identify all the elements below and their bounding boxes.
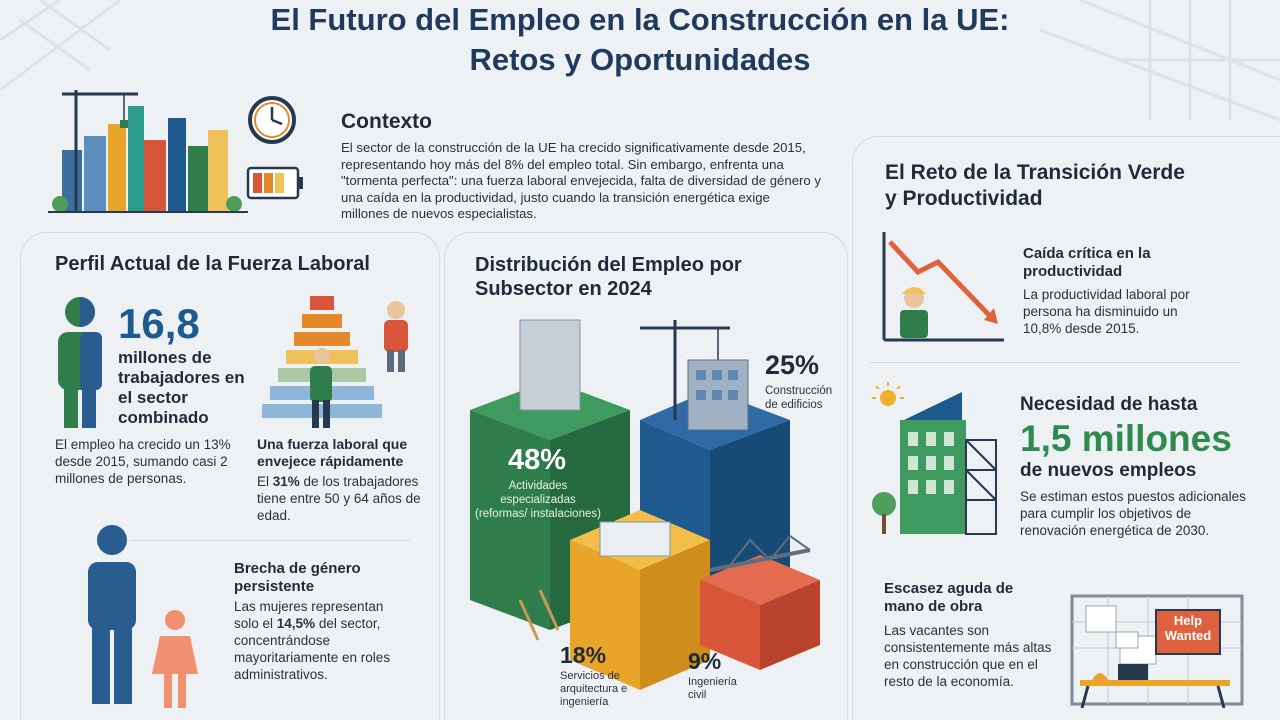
green-panel (852, 136, 1280, 720)
segment-25-label: Construcción de edificios (765, 385, 833, 411)
empty-desk-icon (1070, 594, 1244, 708)
sign-line-2: Wanted (1164, 628, 1212, 643)
aging-text-suffix: de los trabajadores tiene entre 50 y 64 … (257, 474, 421, 523)
segment-25-pct: 25% (765, 350, 820, 380)
aging-percent: 31% (272, 474, 300, 489)
gender-percent: 14,5% (276, 616, 316, 631)
context-heading: Contexto (341, 110, 432, 133)
workers-label: millones de trabajadores en el sector co… (118, 348, 245, 427)
productivity-text: La productividad laboral por persona ha … (1023, 287, 1190, 336)
clock-battery-icons (246, 96, 303, 200)
distribution-panel (444, 232, 848, 720)
context-section: Contexto El sector de la construcción de… (341, 110, 821, 223)
subsector-blocks-illustration (470, 319, 820, 690)
shortage-heading: Escasez aguda de mano de obra (884, 580, 1014, 615)
title-line-2: Retos y Oportunidades (469, 42, 811, 77)
sign-line-1: Help (1173, 613, 1203, 628)
gender-text-suffix: del sector, concentrándose mayoritariame… (234, 616, 391, 682)
shortage-text: Las vacantes son consistentemente más al… (884, 623, 1052, 689)
gender-icon (88, 525, 198, 708)
city-skyline-icon (48, 90, 248, 213)
title-line-1: El Futuro del Empleo en la Construcción … (270, 2, 1010, 37)
workers-number: 16,8 (118, 300, 200, 347)
productivity-decline-icon (882, 232, 1004, 342)
aging-heading: Una fuerza laboral que envejece rápidame… (257, 436, 408, 469)
gender-heading: Brecha de género persistente (234, 560, 361, 595)
distribution-heading: Distribución del Empleo por Subsector en… (475, 254, 742, 300)
segment-9-label: Ingeniería civil (688, 676, 737, 701)
gender-text-prefix: Las mujeres representan solo el (234, 599, 384, 631)
workforce-panel (20, 232, 440, 720)
green-building-icon (872, 382, 997, 535)
need-text: Se estiman estos puestos adicionales par… (1020, 489, 1246, 538)
gender-text: Las mujeres representan solo el 14,5% de… (234, 598, 404, 683)
need-number: 1,5 millones (1020, 418, 1232, 459)
need-heading: Necesidad de hasta (1020, 394, 1198, 415)
page-title: El Futuro del Empleo en la Construcción … (0, 0, 1280, 80)
segment-48-pct: 48% (507, 444, 567, 476)
productivity-heading: Caída crítica en la productividad (1023, 245, 1151, 280)
aging-text-prefix: El (257, 474, 273, 489)
workforce-heading: Perfil Actual de la Fuerza Laboral (55, 253, 370, 275)
help-wanted-sign: Help Wanted (1157, 613, 1219, 643)
segment-48-label: Actividades especializadas (reformas/ in… (475, 480, 601, 520)
divider (130, 540, 410, 541)
segment-18-label: Servicios de arquitectura e ingeniería (560, 670, 628, 708)
aging-text: El 31% de los trabajadores tiene entre 5… (257, 473, 427, 524)
divider (870, 362, 1240, 363)
growth-text: El empleo ha crecido un 13% desde 2015, … (55, 437, 231, 486)
male-worker-icon (58, 297, 102, 428)
context-text: El sector de la construcción de la UE ha… (341, 140, 822, 221)
segment-9-pct: 9% (688, 648, 722, 674)
segment-18-pct: 18% (560, 642, 607, 668)
need-subheading: de nuevos empleos (1020, 460, 1197, 481)
age-pyramid-icon (262, 296, 408, 428)
green-heading: El Reto de la Transición Verde y Product… (885, 161, 1185, 210)
